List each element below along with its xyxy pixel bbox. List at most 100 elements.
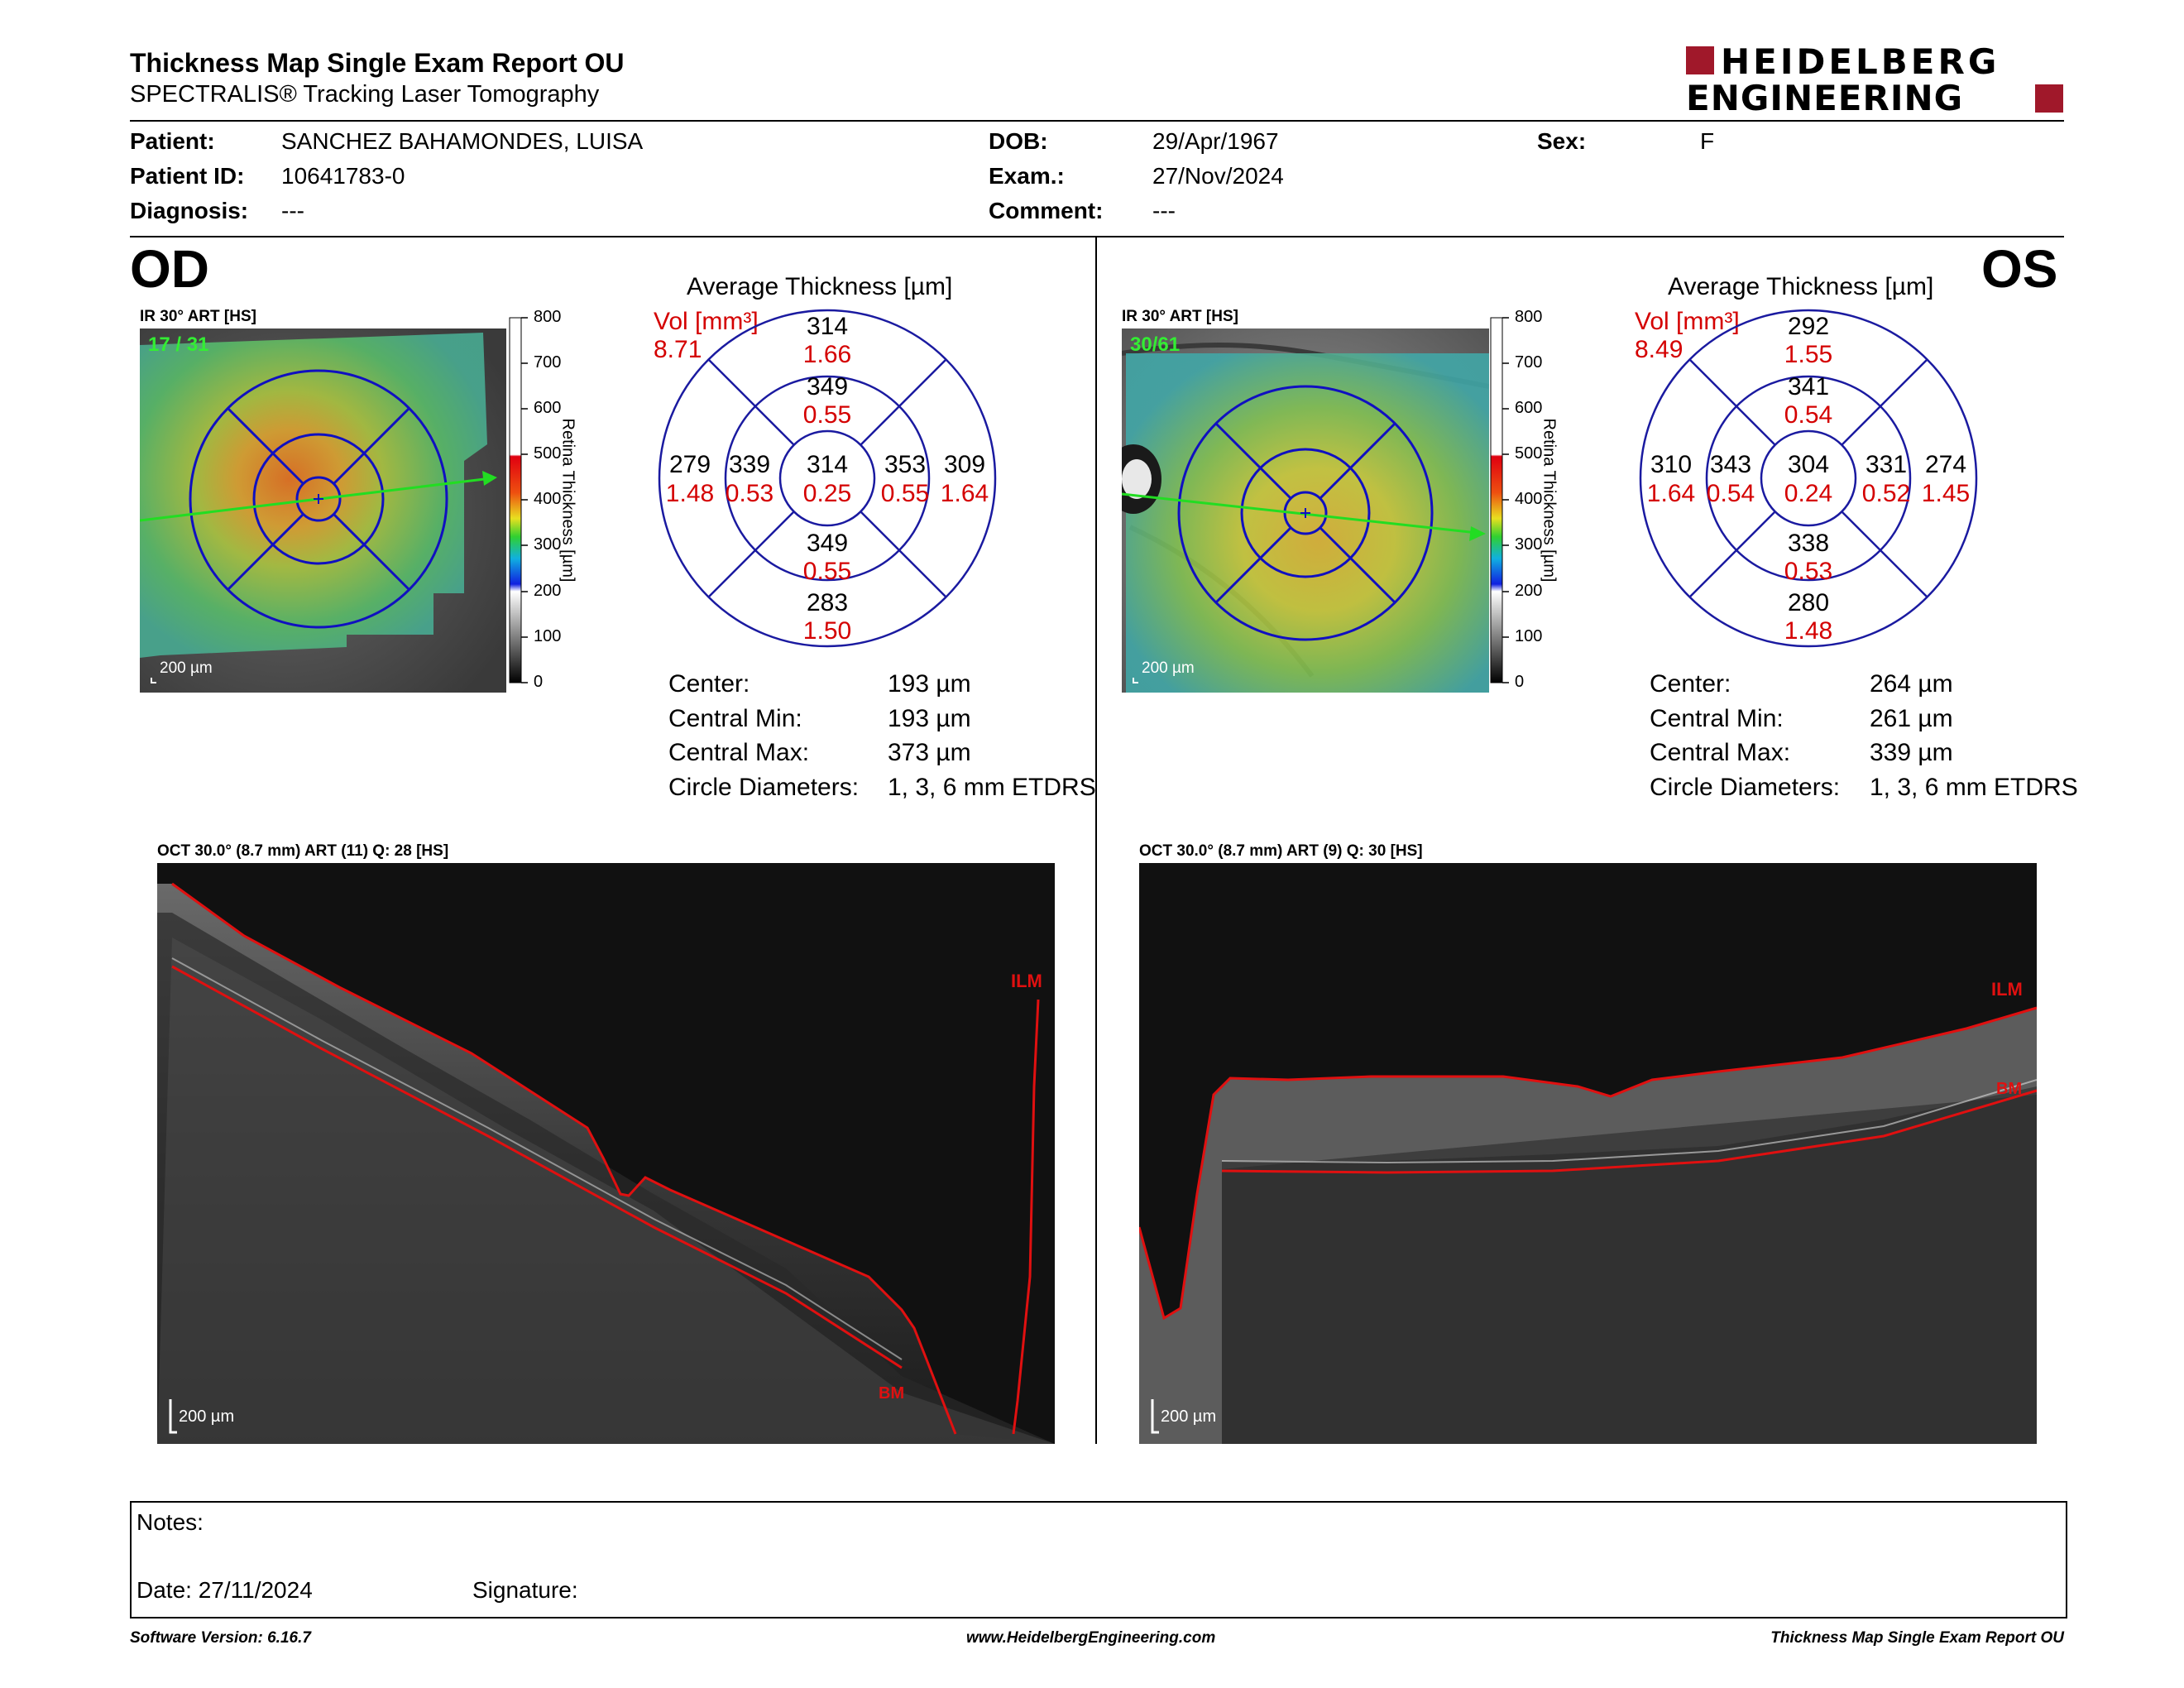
od-stat-value: 193 µm <box>888 705 971 732</box>
comment-value: --- <box>1152 198 1176 223</box>
os-outer-sup-thickness: 292 <box>1787 313 1830 340</box>
od-ir-label: IR 30° ART [HS] <box>140 308 256 325</box>
logo-square-top <box>1686 46 1714 74</box>
dob-value: 29/Apr/1967 <box>1152 128 1279 154</box>
os-vol-label: Vol [mm³] <box>1635 308 1740 335</box>
os-inner-temp-volume: 0.54 <box>1706 480 1755 507</box>
cbar-tick: 700 <box>534 353 562 372</box>
od-stat-label: Central Max: <box>668 739 810 766</box>
od-outer-sup-thickness: 314 <box>806 313 849 340</box>
os-stat-value: 261 µm <box>1870 705 1953 732</box>
os-stat-label: Circle Diameters: <box>1650 774 1841 801</box>
notes-date: Date: 27/11/2024 <box>136 1577 313 1603</box>
cbar-tick: 0 <box>534 673 544 691</box>
od-inner-nas-thickness: 353 <box>884 451 927 478</box>
os-inner-inf-thickness: 338 <box>1787 530 1830 557</box>
header-divider <box>130 120 2064 122</box>
cbar-tick: 400 <box>1515 490 1543 508</box>
od-inner-sup-volume: 0.55 <box>802 401 852 429</box>
os-inner-inf-volume: 0.53 <box>1784 558 1833 585</box>
os-stat-value: 339 µm <box>1870 739 1953 766</box>
patient-name: SANCHEZ BAHAMONDES, LUISA <box>281 128 644 154</box>
od-inner-inf-thickness: 349 <box>806 530 849 557</box>
od-fundus-image: 17 / 31 200 µm <box>140 328 506 693</box>
os-outer-inf-volume: 1.48 <box>1784 617 1833 645</box>
cbar-tick: 0 <box>1515 673 1525 691</box>
os-avg-title: Average Thickness [µm] <box>1668 273 1934 300</box>
od-fundus-scale: 200 µm <box>160 659 213 677</box>
footer-website[interactable]: www.HeidelbergEngineering.com <box>966 1629 1216 1647</box>
os-vol-value: 8.49 <box>1635 336 1684 363</box>
od-stat-value: 1, 3, 6 mm ETDRS <box>888 774 1096 801</box>
report-title: Thickness Map Single Exam Report OU <box>130 48 625 78</box>
od-colorbar: 800 700 600 500 400 300 200 100 0 Retina… <box>508 308 624 691</box>
os-inner-sup-volume: 0.54 <box>1784 401 1833 429</box>
os-oct-label: OCT 30.0° (8.7 mm) ART (9) Q: 30 [HS] <box>1139 842 1423 860</box>
logo-line2: ENGINEERING <box>1686 78 1964 118</box>
od-inner-temp-thickness: 339 <box>728 451 771 478</box>
os-bscan-image: ILM BM 200 µm <box>1139 863 2037 1444</box>
os-oct-scale: 200 µm <box>1161 1407 1217 1426</box>
od-stat-value: 193 µm <box>888 670 971 698</box>
patient-label: Patient: <box>130 128 215 154</box>
od-inner-inf-volume: 0.55 <box>802 558 852 585</box>
sex-value: F <box>1700 128 1715 154</box>
cbar-tick: 100 <box>534 627 562 645</box>
exam-value: 27/Nov/2024 <box>1152 163 1284 189</box>
os-ir-label: IR 30° ART [HS] <box>1122 308 1238 325</box>
od-inner-temp-volume: 0.53 <box>725 480 774 507</box>
od-ilm-label: ILM <box>1011 971 1042 991</box>
od-bscan-image: ILM BM 200 µm <box>157 863 1055 1444</box>
od-center-thickness: 314 <box>806 451 849 478</box>
os-inner-nas-volume: 0.52 <box>1861 480 1911 507</box>
od-oct-scale: 200 µm <box>179 1407 235 1426</box>
os-center-thickness: 304 <box>1787 451 1830 478</box>
od-inner-nas-volume: 0.55 <box>880 480 930 507</box>
od-stat-label: Circle Diameters: <box>668 774 860 801</box>
diagnosis-value: --- <box>281 198 304 223</box>
os-outer-sup-volume: 1.55 <box>1784 341 1833 368</box>
os-outer-inf-thickness: 280 <box>1787 589 1830 616</box>
os-eye-label: OS <box>1981 239 2058 299</box>
cbar-tick: 300 <box>534 535 562 554</box>
os-outer-temp-volume: 1.64 <box>1646 480 1696 507</box>
os-fundus-scale: 200 µm <box>1142 659 1195 677</box>
cbar-tick: 600 <box>534 399 562 417</box>
os-inner-nas-thickness: 331 <box>1865 451 1908 478</box>
os-bm-label: BM <box>1996 1080 2023 1098</box>
od-stat-value: 373 µm <box>888 739 971 766</box>
patient-id-label: Patient ID: <box>130 163 245 189</box>
os-outer-nas-thickness: 274 <box>1924 451 1967 478</box>
cbar-tick: 100 <box>1515 627 1543 645</box>
cbar-tick: 500 <box>1515 444 1543 463</box>
od-outer-temp-thickness: 279 <box>668 451 711 478</box>
os-stat-label: Central Max: <box>1650 739 1791 766</box>
heidelberg-logo: HEIDELBERG ENGINEERING <box>1686 41 2067 118</box>
os-etdrs-grid <box>1639 309 1978 648</box>
od-vol-label: Vol [mm³] <box>654 308 759 335</box>
os-ilm-label: ILM <box>1991 979 2023 1000</box>
os-inner-temp-thickness: 343 <box>1709 451 1752 478</box>
os-colorbar: 800 700 600 500 400 300 200 100 0 Retina… <box>1489 308 1605 691</box>
cbar-tick: 200 <box>1515 582 1543 600</box>
sex-label: Sex: <box>1537 128 1587 154</box>
diagnosis-label: Diagnosis: <box>130 198 249 223</box>
dob-label: DOB: <box>989 128 1048 154</box>
notes-box[interactable]: Notes: Date: 27/11/2024 Signature: <box>130 1501 2067 1618</box>
cbar-tick: 400 <box>534 490 562 508</box>
os-frame-count: 30/61 <box>1130 333 1181 356</box>
cbar-tick: 300 <box>1515 535 1543 554</box>
os-stat-label: Center: <box>1650 670 1731 698</box>
od-stat-label: Center: <box>668 670 750 698</box>
od-outer-sup-volume: 1.66 <box>802 341 852 368</box>
logo-line1: HEIDELBERG <box>1721 41 2000 82</box>
od-outer-nas-thickness: 309 <box>943 451 986 478</box>
exam-label: Exam.: <box>989 163 1065 189</box>
cbar-tick: 700 <box>1515 353 1543 372</box>
notes-signature: Signature: <box>472 1577 578 1603</box>
footer-report: Thickness Map Single Exam Report OU <box>1770 1629 2064 1647</box>
patient-divider <box>130 236 2064 237</box>
cbar-label: Retina Thickness [µm] <box>1540 418 1559 583</box>
cbar-tick: 500 <box>534 444 562 463</box>
od-inner-sup-thickness: 349 <box>806 373 849 400</box>
